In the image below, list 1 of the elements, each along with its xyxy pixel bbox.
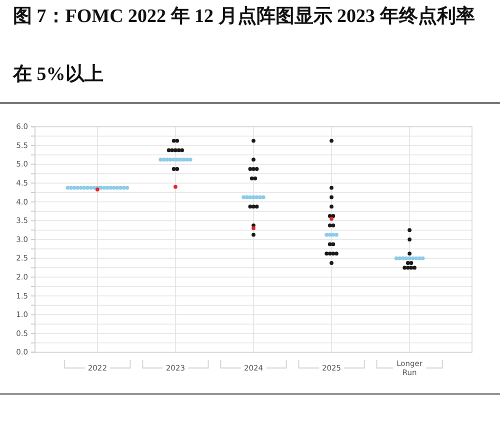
chart-title: 图 7：FOMC 2022 年 12 月点阵图显示 2023 年终点利率在 5%以上	[13, 6, 475, 85]
